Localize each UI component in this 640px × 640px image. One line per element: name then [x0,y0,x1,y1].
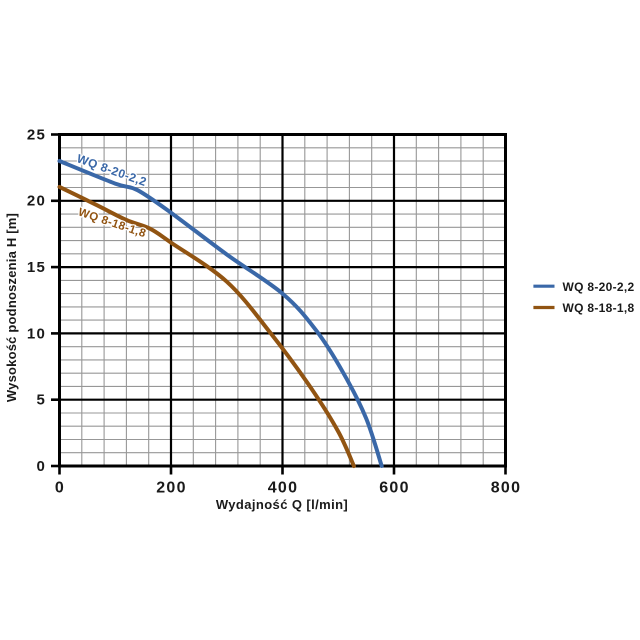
svg-text:Wydajność Q [l/min]: Wydajność Q [l/min] [216,497,348,512]
svg-text:600: 600 [379,480,410,497]
svg-text:WQ 8-20-2,2: WQ 8-20-2,2 [563,280,635,294]
svg-text:25: 25 [27,126,46,143]
svg-text:0: 0 [36,458,46,475]
svg-text:5: 5 [36,392,46,409]
svg-text:15: 15 [27,259,46,276]
svg-text:Wysokość podnoszenia H [m]: Wysokość podnoszenia H [m] [4,213,19,402]
svg-text:10: 10 [27,325,46,342]
svg-text:800: 800 [491,480,522,497]
svg-text:200: 200 [156,480,187,497]
svg-text:WQ 8-18-1,8: WQ 8-18-1,8 [563,301,635,315]
svg-text:400: 400 [268,480,299,497]
svg-text:20: 20 [27,193,46,210]
svg-text:0: 0 [55,480,65,497]
